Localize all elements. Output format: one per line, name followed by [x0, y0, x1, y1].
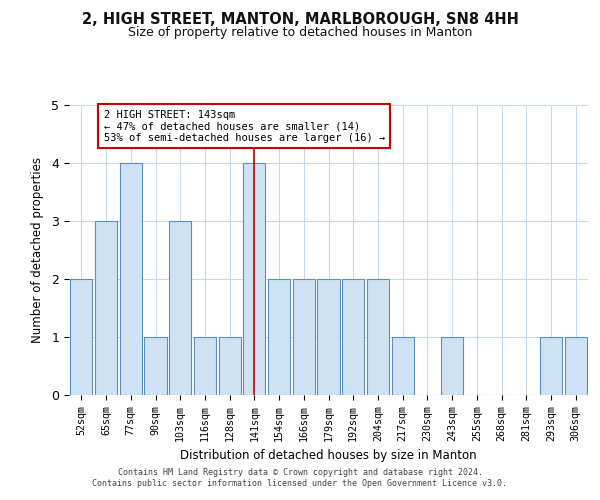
Bar [441, 337, 463, 395]
Bar [243, 163, 265, 395]
Bar [194, 337, 216, 395]
Text: 2, HIGH STREET, MANTON, MARLBOROUGH, SN8 4HH: 2, HIGH STREET, MANTON, MARLBOROUGH, SN8… [82, 12, 518, 28]
Bar [169, 221, 191, 395]
Bar [145, 337, 167, 395]
Bar [95, 221, 117, 395]
Bar [70, 279, 92, 395]
Text: 2 HIGH STREET: 143sqm
← 47% of detached houses are smaller (14)
53% of semi-deta: 2 HIGH STREET: 143sqm ← 47% of detached … [104, 110, 385, 143]
Bar [392, 337, 414, 395]
Bar [342, 279, 364, 395]
Y-axis label: Number of detached properties: Number of detached properties [31, 157, 44, 343]
Text: Size of property relative to detached houses in Manton: Size of property relative to detached ho… [128, 26, 472, 39]
Bar [119, 163, 142, 395]
Bar [268, 279, 290, 395]
Bar [218, 337, 241, 395]
Text: Contains HM Land Registry data © Crown copyright and database right 2024.
Contai: Contains HM Land Registry data © Crown c… [92, 468, 508, 487]
Bar [367, 279, 389, 395]
Bar [565, 337, 587, 395]
Bar [317, 279, 340, 395]
X-axis label: Distribution of detached houses by size in Manton: Distribution of detached houses by size … [180, 449, 477, 462]
Bar [293, 279, 315, 395]
Bar [540, 337, 562, 395]
